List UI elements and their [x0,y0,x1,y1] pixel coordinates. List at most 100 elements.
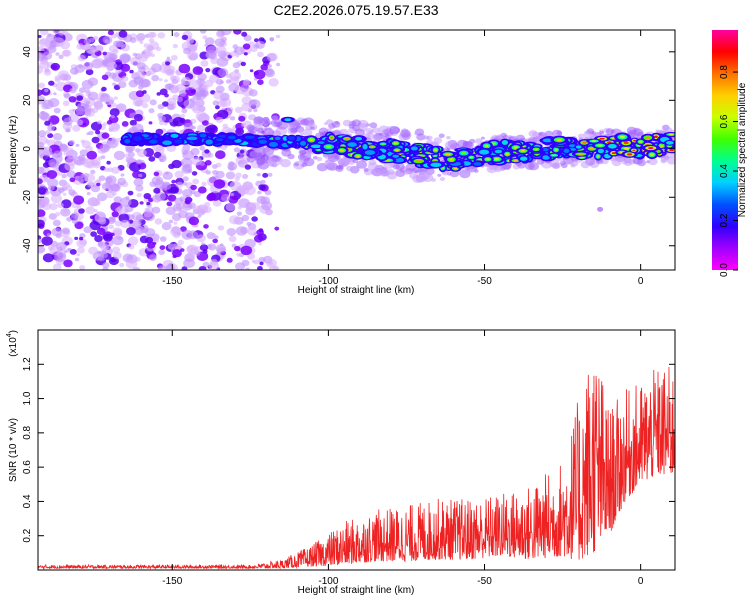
band-blob-core [579,156,584,159]
noise-blob [185,86,190,91]
noise-blob [53,92,57,96]
noise-blob [82,158,94,168]
noise-blob [44,88,49,93]
noise-blob [179,90,187,97]
noise-blob [240,61,246,67]
noise-blob [112,235,124,246]
haze-blob [660,158,667,164]
noise-blob [121,44,130,52]
noise-blob [190,89,196,94]
noise-blob [136,192,142,198]
snr-y-label: SNR (10 * v/v) [8,418,19,482]
noise-blob [93,162,101,169]
noise-blob [61,227,70,235]
x-tick-label: -150 [162,576,182,587]
y-tick-label: -40 [22,238,33,253]
noise-blob [188,79,201,90]
noise-blob [220,194,231,202]
noise-blob [172,249,182,258]
noise-blob [159,245,166,251]
haze-blob [378,125,390,135]
haze-blob [403,169,411,175]
band-blob-core [556,138,563,142]
band-blob-core [469,156,474,159]
noise-blob [247,109,252,113]
noise-blob [228,195,239,204]
haze-blob [348,123,355,129]
noise-blob [133,178,144,187]
noise-blob [265,258,277,268]
noise-blob [62,49,72,57]
band-blob-mid [269,142,278,147]
noise-blob [142,90,147,94]
x-tick-label: -50 [477,276,492,287]
haze-blob [310,126,315,130]
noise-blob [89,215,95,219]
noise-blob [154,218,163,225]
noise-blob [192,66,204,75]
haze-blob [664,127,673,134]
noise-blob [63,117,73,126]
noise-blob [38,178,43,185]
noise-blob [228,161,235,167]
noise-blob [86,150,98,160]
noise-blob [89,37,95,43]
noise-blob [38,209,46,218]
noise-blob [153,187,161,194]
noise-blob [205,50,217,59]
colorbar-tick-label: 0.4 [719,164,730,178]
noise-blob [154,191,166,202]
noise-blob [157,32,166,39]
noise-blob [73,195,85,205]
noise-blob [242,43,251,50]
noise-blob [48,185,55,191]
band-blob-core [356,155,360,158]
haze-blob [253,153,262,160]
noise-blob [244,164,252,170]
haze-blob [392,164,400,170]
band-blob-core [648,147,654,150]
noise-blob [198,266,207,270]
noise-blob [225,79,232,84]
band-blob-core [330,136,334,139]
noise-blob [119,53,131,63]
noise-blob [166,201,173,207]
band-blob-core [484,144,489,148]
haze-blob [289,127,298,134]
band-blob-mid [430,162,442,167]
haze-blob [488,166,495,171]
noise-blob [73,156,86,166]
band-blob-core [434,148,438,152]
noise-blob [266,52,278,62]
noise-blob [175,181,184,188]
band-blob-mid [300,140,306,146]
noise-blob [235,172,242,178]
band-blob-core [669,149,675,152]
noise-blob [125,227,136,236]
noise-blob [201,242,205,246]
noise-blob [216,46,227,55]
noise-blob [153,171,160,177]
noise-blob [229,71,242,81]
haze-blob [580,160,590,169]
noise-blob [86,192,91,196]
noise-blob [85,145,93,153]
noise-blob [199,145,206,151]
noise-blob [172,43,178,49]
haze-blob [474,169,479,173]
haze-blob [300,118,310,126]
spectrogram-frame [37,29,676,271]
noise-blob [129,37,137,43]
noise-blob [70,212,79,219]
noise-blob [178,63,191,74]
noise-blob [147,241,156,249]
noise-blob [63,93,71,99]
colorbar-tick-label: 0.2 [719,213,730,227]
noise-blob [169,119,173,123]
haze-blob [323,122,328,126]
noise-blob [103,233,113,242]
noise-blob [64,182,70,188]
noise-blob [200,108,205,112]
noise-blob [195,111,208,122]
band-blob-core [416,160,422,163]
